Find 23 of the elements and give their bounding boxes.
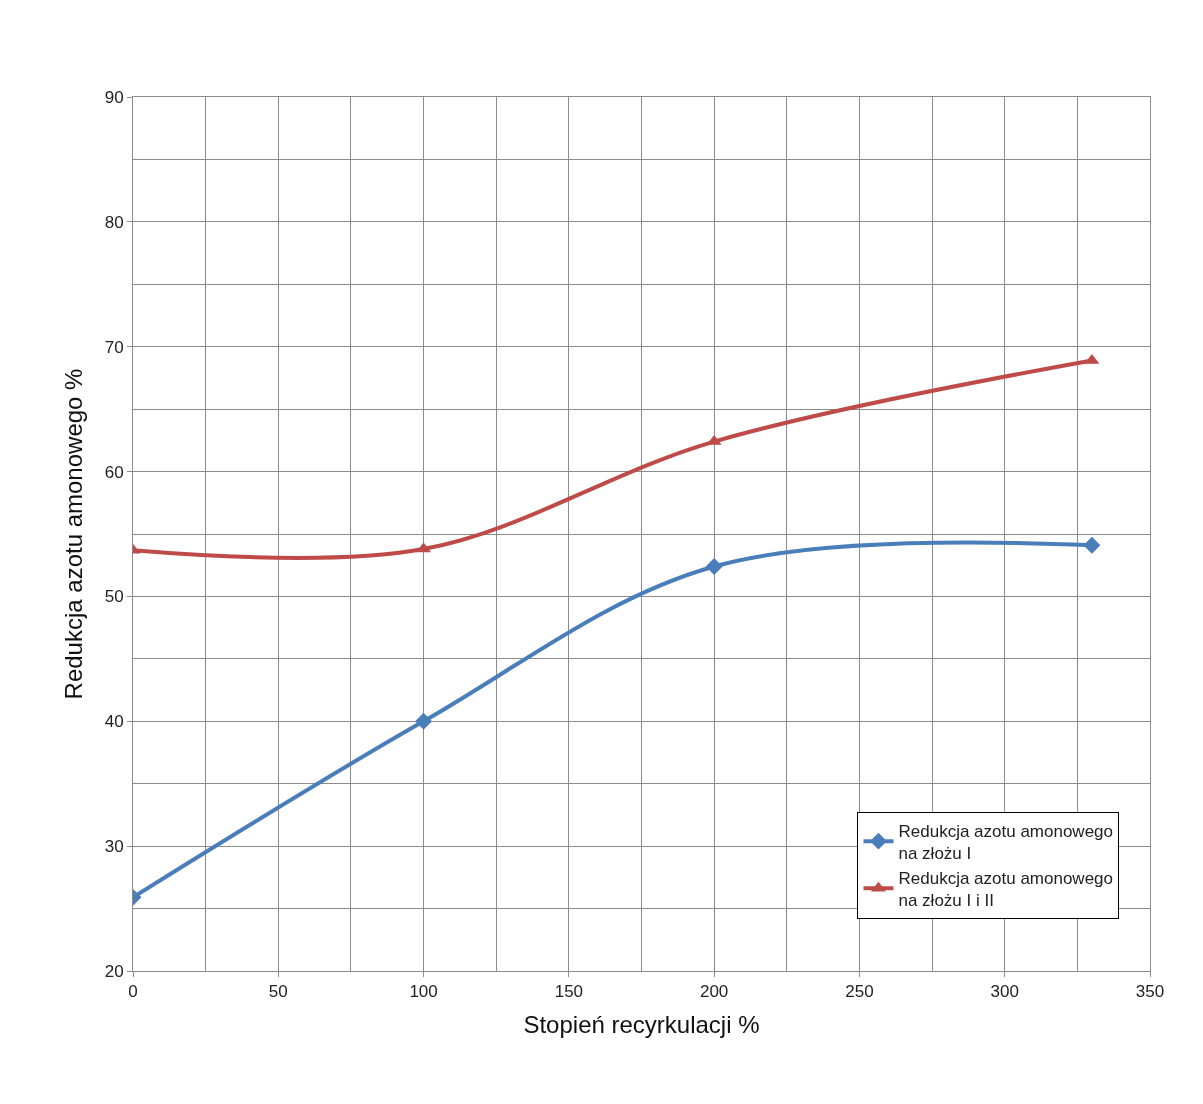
y-tick-label: 80 xyxy=(104,212,124,232)
y-tick-label: 30 xyxy=(104,837,124,857)
x-tick-label: 350 xyxy=(1135,982,1165,1002)
point xyxy=(1083,536,1101,554)
y-axis-title: Redukcja azotu amonowego % xyxy=(59,368,87,700)
x-tick-label: 300 xyxy=(990,982,1019,1002)
legend-label: Redukcja azotu amonowego na złożu I xyxy=(898,821,1114,863)
legend-label: Redukcja azotu amonowego na złożu I i II xyxy=(898,868,1114,911)
point xyxy=(415,712,433,730)
x-tick-label: 150 xyxy=(554,982,584,1002)
y-tick-label: 60 xyxy=(104,462,124,482)
x-tick-label: 50 xyxy=(268,982,288,1002)
x-tick-label: 0 xyxy=(128,982,138,1002)
x-tick-label: 200 xyxy=(699,982,729,1002)
x-tick-label: 100 xyxy=(409,982,438,1002)
y-tick-label: 70 xyxy=(104,337,124,357)
point xyxy=(705,558,723,575)
y-tick-label: 90 xyxy=(104,87,124,107)
y-tick-label: 40 xyxy=(104,712,124,732)
y-tick-label: 20 xyxy=(104,961,124,981)
x-axis-title: Stopień recyrkulacji % xyxy=(523,1010,760,1038)
x-tick-label: 250 xyxy=(845,982,874,1002)
y-tick-label: 50 xyxy=(104,587,124,607)
